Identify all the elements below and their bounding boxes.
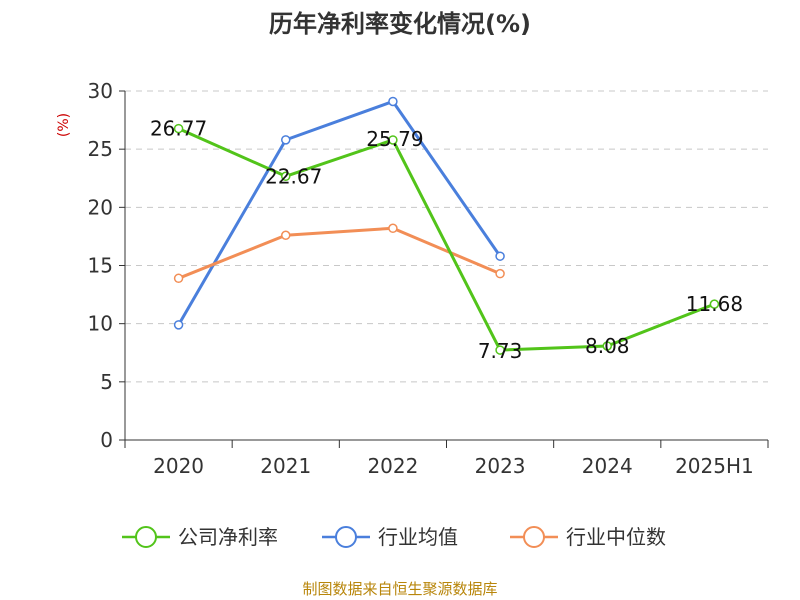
y-tick-label: 15 xyxy=(88,254,113,278)
y-tick-label: 30 xyxy=(88,79,113,103)
data-label: 22.67 xyxy=(265,164,322,188)
data-label: 26.77 xyxy=(150,117,207,141)
data-point xyxy=(281,171,291,182)
data-point xyxy=(709,299,720,309)
y-tick-label: 20 xyxy=(88,195,113,219)
legend: 公司净利率 行业均值 行业中位数 xyxy=(122,525,666,549)
x-tick-label: 2023 xyxy=(475,454,526,478)
y-tick-label: 0 xyxy=(100,428,113,452)
series-line xyxy=(178,226,501,280)
legend-label: 行业中位数 xyxy=(566,525,666,549)
legend-marker xyxy=(335,526,357,548)
data-point xyxy=(495,345,505,355)
y-tick-label: 25 xyxy=(88,137,113,161)
data-point xyxy=(173,123,184,134)
data-label: 7.73 xyxy=(478,339,523,363)
legend-marker xyxy=(135,526,157,548)
source-note: 制图数据来自恒生聚源数据库 xyxy=(302,580,497,598)
chart-title: 历年净利率变化情况(%) xyxy=(269,10,531,38)
axes: 0 5 10 15 20 25 30 2020 2021 2022 2023 2024 2025H1 xyxy=(88,79,769,478)
legend-marker xyxy=(523,526,545,548)
data-label: 11.68 xyxy=(686,292,743,316)
series-line xyxy=(177,99,502,326)
data-point xyxy=(388,135,398,145)
data-point xyxy=(388,223,398,234)
y-axis-unit: (%) xyxy=(56,113,72,137)
x-tick-label: 2021 xyxy=(260,454,311,478)
series-line xyxy=(177,127,715,352)
legend-label: 公司净利率 xyxy=(178,525,278,549)
data-point xyxy=(602,341,612,351)
series-lines xyxy=(173,96,720,355)
data-point xyxy=(173,273,184,284)
data-point xyxy=(281,135,291,145)
x-tick-label: 2025H1 xyxy=(675,454,754,478)
data-point xyxy=(495,268,505,279)
data-label: 8.08 xyxy=(585,334,630,358)
x-tick-label: 2024 xyxy=(582,454,633,478)
y-tick-label: 5 xyxy=(100,370,113,394)
data-label: 25.79 xyxy=(366,127,423,151)
x-tick-label: 2020 xyxy=(153,454,204,478)
y-tick-label: 10 xyxy=(88,312,113,336)
gridlines xyxy=(125,90,768,383)
x-tick-label: 2022 xyxy=(367,454,418,478)
data-point xyxy=(173,320,184,330)
data-point xyxy=(388,96,398,107)
data-point xyxy=(281,230,291,241)
data-labels: 26.77 22.67 25.79 7.73 8.08 11.68 xyxy=(150,117,743,363)
legend-label: 行业均值 xyxy=(378,525,458,549)
data-point xyxy=(495,251,505,261)
